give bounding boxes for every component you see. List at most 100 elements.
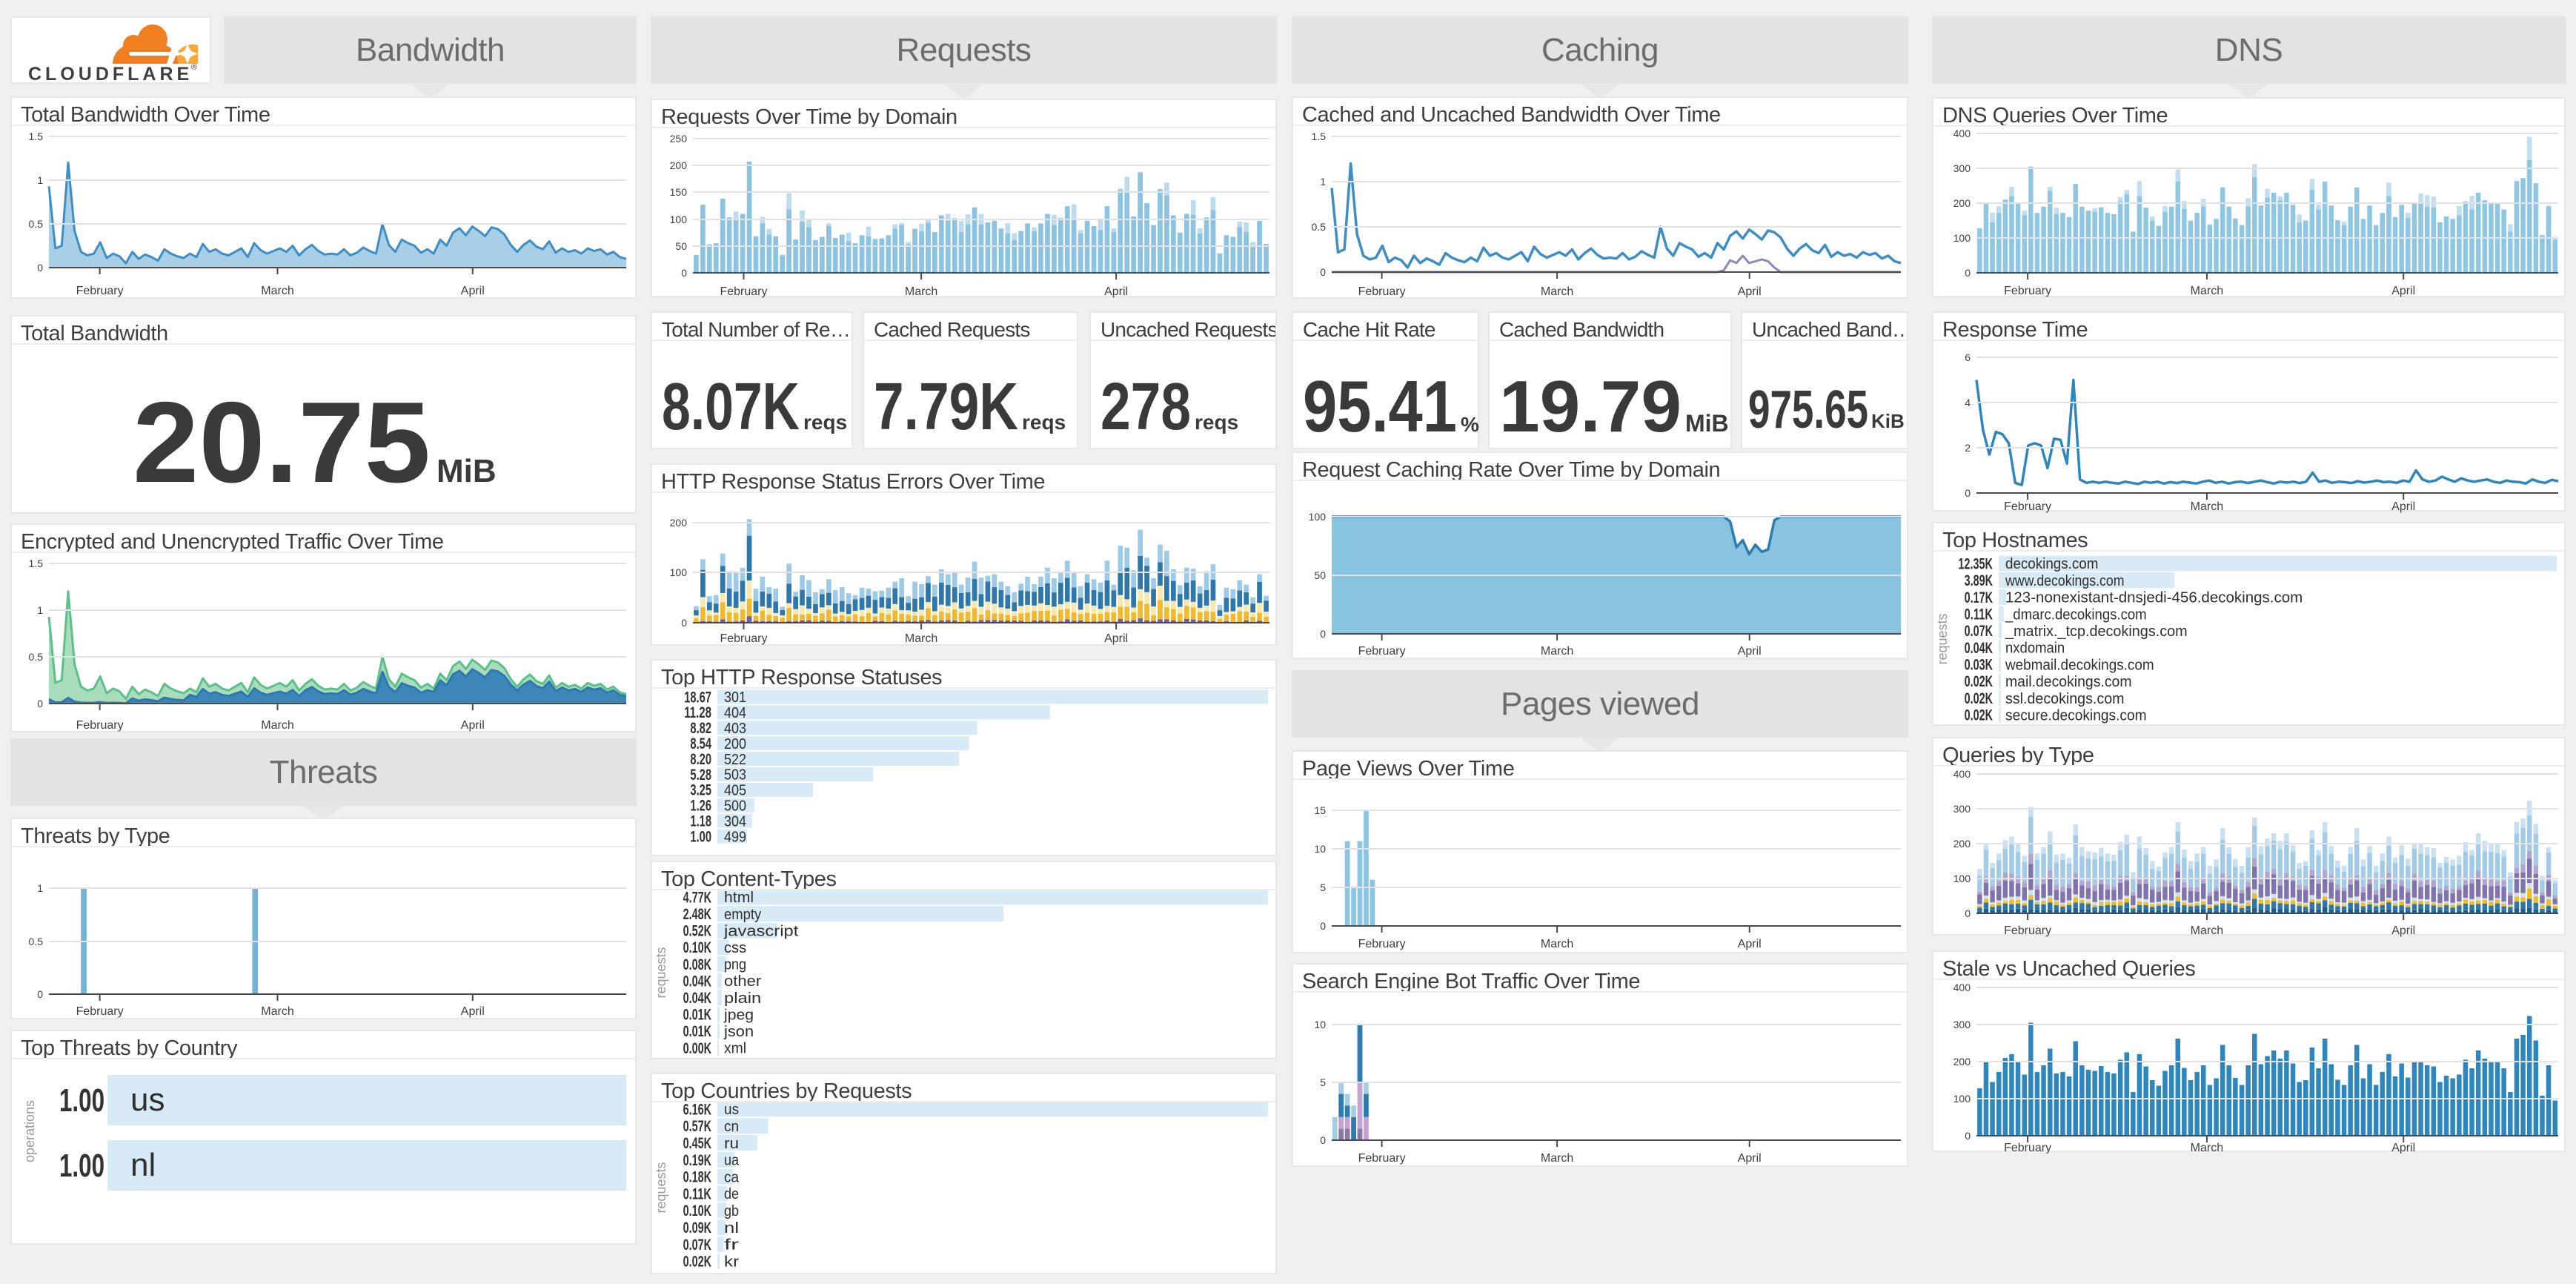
svg-text:1.5: 1.5 xyxy=(29,557,44,569)
svg-text:200: 200 xyxy=(1953,197,1971,209)
svg-text:8.07K: 8.07K xyxy=(662,370,800,444)
svg-text:1.5: 1.5 xyxy=(1312,130,1327,142)
svg-text:KiB: KiB xyxy=(1871,410,1905,432)
svg-text:8.82: 8.82 xyxy=(690,720,711,737)
svg-text:April: April xyxy=(2391,285,2415,297)
svg-text:0.11K: 0.11K xyxy=(1965,606,1993,623)
svg-text:8.54: 8.54 xyxy=(690,735,711,752)
svg-text:12.35K: 12.35K xyxy=(1958,555,1993,572)
svg-text:4: 4 xyxy=(1965,397,1971,408)
svg-text:100: 100 xyxy=(1953,873,1971,884)
svg-text:405: 405 xyxy=(724,782,746,799)
svg-text:100: 100 xyxy=(670,214,688,225)
svg-text:123-nonexistant-dnsjedi-456.de: 123-nonexistant-dnsjedi-456.decokings.co… xyxy=(2005,589,2303,606)
svg-text:February: February xyxy=(2004,1142,2051,1154)
svg-text:0: 0 xyxy=(37,262,43,274)
svg-text:250: 250 xyxy=(670,133,688,145)
svg-text:March: March xyxy=(2191,500,2223,513)
svg-text:0.19K: 0.19K xyxy=(683,1152,711,1169)
svg-text:March: March xyxy=(2191,1142,2223,1154)
svg-text:plain: plain xyxy=(724,990,761,1007)
svg-text:_dmarc.decokings.com: _dmarc.decokings.com xyxy=(2005,606,2147,623)
svg-text:1: 1 xyxy=(37,882,43,894)
svg-text:1: 1 xyxy=(37,604,43,616)
svg-text:0: 0 xyxy=(1320,266,1326,278)
svg-text:5.28: 5.28 xyxy=(690,767,711,784)
svg-text:fr: fr xyxy=(724,1237,739,1254)
svg-text:975.65: 975.65 xyxy=(1748,380,1868,440)
svg-text:278: 278 xyxy=(1101,370,1191,444)
svg-text:CLOUDFLARE: CLOUDFLARE xyxy=(28,64,193,85)
svg-text:5: 5 xyxy=(1320,881,1326,893)
svg-text:4.77K: 4.77K xyxy=(683,889,711,906)
svg-text:300: 300 xyxy=(1953,162,1971,174)
svg-text:400: 400 xyxy=(1953,768,1971,780)
svg-text:100: 100 xyxy=(1953,232,1971,244)
svg-text:March: March xyxy=(261,285,293,297)
svg-text:ru: ru xyxy=(724,1135,739,1152)
svg-text:2: 2 xyxy=(1965,442,1971,454)
svg-text:April: April xyxy=(2391,924,2415,937)
svg-text:300: 300 xyxy=(1953,803,1971,815)
svg-text:February: February xyxy=(720,632,767,645)
svg-text:March: March xyxy=(2191,924,2223,937)
svg-text:1.00: 1.00 xyxy=(59,1148,104,1184)
svg-text:0.04K: 0.04K xyxy=(1965,640,1993,657)
svg-text:3.89K: 3.89K xyxy=(1965,572,1993,589)
svg-text:0.52K: 0.52K xyxy=(683,923,711,940)
svg-text:mail.decokings.com: mail.decokings.com xyxy=(2005,673,2132,690)
svg-text:February: February xyxy=(720,285,767,298)
svg-text:April: April xyxy=(461,1005,485,1018)
svg-text:522: 522 xyxy=(724,751,746,768)
svg-text:10: 10 xyxy=(1314,1019,1326,1030)
svg-text:0: 0 xyxy=(681,617,687,629)
svg-text:February: February xyxy=(1358,1152,1406,1165)
svg-text:February: February xyxy=(76,719,124,732)
svg-text:50: 50 xyxy=(1314,569,1326,581)
svg-text:200: 200 xyxy=(670,517,688,529)
svg-text:404: 404 xyxy=(724,704,746,721)
svg-text:April: April xyxy=(2391,1142,2415,1154)
svg-text:100: 100 xyxy=(670,566,688,578)
svg-text:503: 503 xyxy=(724,767,746,784)
svg-text:png: png xyxy=(724,956,746,973)
svg-text:0: 0 xyxy=(1965,907,1971,919)
svg-text:301: 301 xyxy=(724,689,746,706)
svg-text:ua: ua xyxy=(724,1152,740,1169)
svg-text:6: 6 xyxy=(1965,351,1971,363)
svg-text:April: April xyxy=(1738,938,1762,950)
svg-text:March: March xyxy=(261,719,293,732)
svg-text:0: 0 xyxy=(1320,628,1326,640)
svg-text:0.04K: 0.04K xyxy=(683,973,711,990)
svg-text:11.28: 11.28 xyxy=(684,704,711,721)
svg-text:February: February xyxy=(76,1005,124,1018)
svg-text:nxdomain: nxdomain xyxy=(2005,640,2065,657)
svg-text:0.07K: 0.07K xyxy=(1965,623,1993,640)
svg-text:javascript: javascript xyxy=(723,922,799,939)
svg-text:requests: requests xyxy=(654,947,668,998)
svg-text:7.79K: 7.79K xyxy=(874,370,1018,444)
svg-text:0.07K: 0.07K xyxy=(683,1237,711,1254)
svg-text:5: 5 xyxy=(1320,1076,1326,1088)
svg-text:1.00: 1.00 xyxy=(59,1082,104,1119)
svg-text:0: 0 xyxy=(37,698,43,709)
svg-text:www.decokings.com: www.decokings.com xyxy=(2005,572,2124,589)
svg-text:500: 500 xyxy=(724,798,746,815)
svg-text:0.09K: 0.09K xyxy=(683,1220,711,1237)
svg-text:February: February xyxy=(1358,285,1406,298)
svg-text:March: March xyxy=(905,632,937,645)
svg-text:10: 10 xyxy=(1314,843,1326,855)
svg-text:April: April xyxy=(461,719,485,732)
svg-text:3.25: 3.25 xyxy=(690,782,711,799)
svg-text:0.5: 0.5 xyxy=(29,651,44,663)
svg-text:March: March xyxy=(1541,285,1573,298)
svg-text:200: 200 xyxy=(724,735,746,752)
svg-text:2.48K: 2.48K xyxy=(683,906,711,923)
svg-text:0.17K: 0.17K xyxy=(1965,589,1993,606)
svg-text:February: February xyxy=(2004,500,2051,513)
svg-text:0.00K: 0.00K xyxy=(683,1040,711,1057)
svg-text:0.04K: 0.04K xyxy=(683,990,711,1007)
svg-text:0.03K: 0.03K xyxy=(1965,657,1993,674)
svg-text:decokings.com: decokings.com xyxy=(2005,555,2098,572)
svg-text:secure.decokings.com: secure.decokings.com xyxy=(2005,707,2147,724)
